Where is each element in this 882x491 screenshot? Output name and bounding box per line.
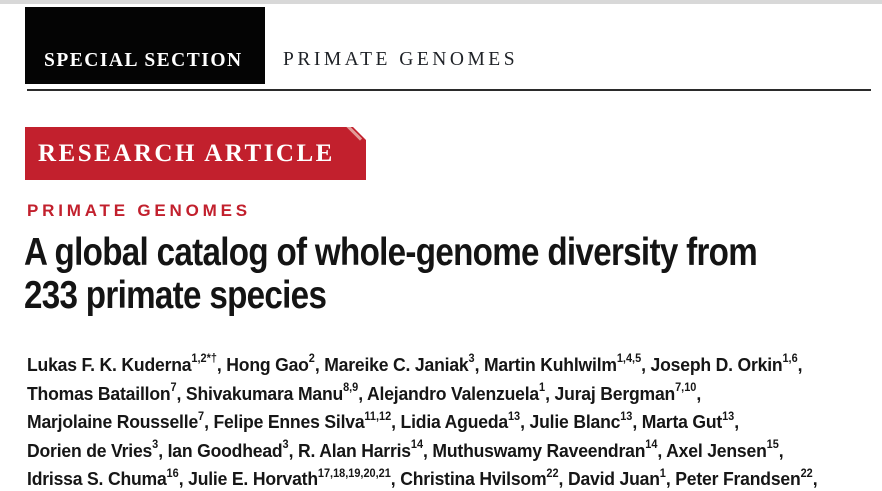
author-affiliation-superscript: 11,12 (364, 410, 392, 423)
masthead-rule (27, 89, 871, 91)
author-affiliation-superscript: 7 (198, 410, 205, 423)
author-name-text: , Julie Blanc (520, 411, 621, 433)
author-name-text: , Felipe Ennes Silva (204, 411, 365, 433)
author-name-text: , (812, 468, 818, 490)
author-name-text: Thomas Bataillon (27, 382, 171, 404)
author-name-text: , Martin Kuhlwilm (474, 354, 617, 375)
author-affiliation-superscript: 3 (152, 439, 159, 452)
author-name-text: , Axel Jensen (657, 439, 767, 461)
author-name-text: , Joseph D. Orkin (641, 354, 783, 375)
author-name-text: Lukas F. K. Kuderna (27, 354, 192, 375)
author-affiliation-superscript: 3 (468, 353, 475, 366)
author-affiliation-superscript: 1 (539, 381, 546, 394)
author-name-text: , Ian Goodhead (158, 439, 283, 461)
article-topic-label: PRIMATE GENOMES (27, 201, 251, 220)
article-title-line1: A global catalog of whole-genome diversi… (24, 231, 758, 274)
article-title: A global catalog of whole-genome diversi… (24, 231, 758, 317)
author-name-text: Dorien de Vries (27, 439, 153, 461)
author-affiliation-superscript: 1,6 (782, 353, 798, 366)
author-affiliation-superscript: 13 (620, 410, 633, 423)
author-affiliation-superscript: 14 (645, 439, 658, 452)
article-title-line2: 233 primate species (24, 274, 327, 317)
author-affiliation-superscript: 17,18,19,20,21 (317, 467, 391, 480)
author-affiliation-superscript: 7,10 (675, 381, 697, 394)
author-affiliation-superscript: 13 (722, 410, 735, 423)
author-affiliation-superscript: 1,2*† (191, 353, 217, 366)
author-name-text: , Peter Frandsen (665, 468, 801, 490)
author-name-text: , Hong Gao (216, 354, 309, 375)
author-name-text: , Shivakumara Manu (176, 382, 344, 404)
author-name-text: Idrissa S. Chuma (27, 468, 167, 490)
author-line: Marjolaine Rousselle7, Felipe Ennes Silv… (27, 408, 817, 437)
author-affiliation-superscript: 2 (308, 353, 315, 366)
masthead-topic-label: PRIMATE GENOMES (283, 49, 519, 70)
author-name-text: Marjolaine Rousselle (27, 411, 199, 433)
author-affiliation-superscript: 22 (546, 467, 559, 480)
author-name-text: , Juraj Bergman (545, 382, 676, 404)
author-name-text: , Julie E. Horvath (178, 468, 318, 490)
author-list: Lukas F. K. Kuderna1,2*†, Hong Gao2, Mar… (27, 351, 818, 491)
window-edge-strip (0, 0, 882, 4)
author-line: Thomas Bataillon7, Shivakumara Manu8,9, … (27, 380, 817, 409)
author-line: Dorien de Vries3, Ian Goodhead3, R. Alan… (27, 437, 817, 466)
author-name-text: , Christina Hvilsom (390, 468, 547, 490)
research-article-banner: RESEARCH ARTICLE (25, 127, 366, 180)
author-affiliation-superscript: 16 (166, 467, 179, 480)
special-section-label: SPECIAL SECTION (44, 50, 243, 71)
author-name-text: , Muthuswamy Raveendran (423, 439, 646, 461)
author-name-text: , David Juan (558, 468, 660, 490)
author-name-text: , (797, 354, 803, 375)
author-name-text: , (696, 382, 702, 404)
author-name-text: , Alejandro Valenzuela (358, 382, 540, 404)
author-affiliation-superscript: 14 (410, 439, 424, 452)
author-name-text: , Mareike C. Janiak (314, 354, 469, 375)
author-name-text: , R. Alan Harris (288, 439, 412, 461)
author-affiliation-superscript: 7 (170, 381, 177, 394)
author-name-text: , (778, 439, 784, 461)
author-name-text: , (734, 411, 739, 433)
author-affiliation-superscript: 8,9 (343, 381, 359, 394)
author-name-text: , Lidia Agueda (391, 411, 508, 433)
research-article-label: RESEARCH ARTICLE (38, 139, 335, 167)
banner-corner-fold (346, 124, 362, 140)
author-affiliation-superscript: 22 (800, 467, 813, 480)
author-line: Lukas F. K. Kuderna1,2*†, Hong Gao2, Mar… (27, 351, 817, 380)
author-affiliation-superscript: 13 (507, 410, 521, 423)
author-affiliation-superscript: 3 (282, 439, 289, 452)
author-line: Idrissa S. Chuma16, Julie E. Horvath17,1… (27, 465, 818, 491)
author-affiliation-superscript: 15 (766, 439, 779, 452)
author-name-text: , Marta Gut (632, 411, 723, 433)
author-affiliation-superscript: 1 (659, 467, 666, 480)
author-affiliation-superscript: 1,4,5 (616, 353, 642, 366)
special-section-banner: SPECIAL SECTION (25, 7, 265, 84)
